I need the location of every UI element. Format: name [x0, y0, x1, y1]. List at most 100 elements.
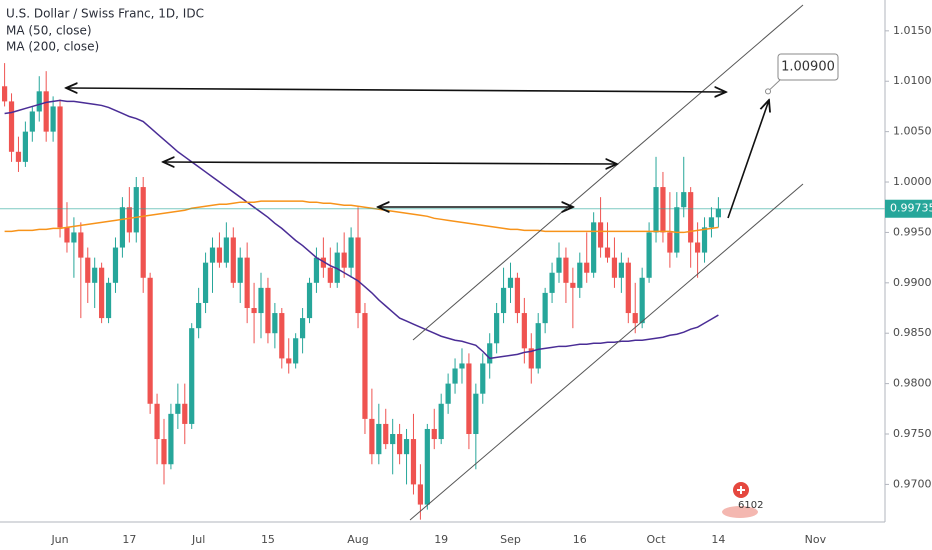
candle-body: [265, 287, 271, 334]
candle-body: [85, 257, 91, 283]
candle-body: [383, 423, 389, 445]
candle-body: [279, 313, 285, 359]
legend-entry: MA (200, close): [6, 40, 99, 54]
candle-body: [403, 439, 410, 455]
candle-body: [8, 101, 15, 152]
candle-body: [500, 287, 507, 314]
x-tick-label: Sep: [500, 533, 521, 546]
candle-body: [459, 363, 465, 369]
candle-body: [556, 257, 562, 273]
x-tick-label: 19: [434, 533, 448, 546]
candle-body: [362, 313, 368, 419]
candle-body: [78, 232, 84, 258]
channel-lower: [409, 183, 804, 521]
candle-body: [272, 313, 278, 334]
candle-body: [334, 252, 340, 283]
callout-label: 1.00900: [781, 60, 835, 75]
candle-body: [36, 91, 42, 112]
candle-body: [119, 207, 126, 248]
x-tick-label: 15: [261, 533, 275, 546]
channel: [409, 4, 804, 521]
candle-body: [597, 222, 604, 248]
candle-body: [660, 187, 666, 233]
candle-body: [674, 207, 680, 253]
candle-body: [390, 434, 396, 445]
candle-body: [189, 328, 195, 424]
candle-body: [480, 363, 486, 394]
candle-body: [99, 267, 105, 319]
candle-body: [611, 257, 618, 278]
candle-body: [251, 308, 257, 314]
candle-body: [154, 403, 160, 440]
candle-body: [487, 343, 493, 364]
y-tick-label: 1.01000: [893, 74, 932, 87]
legend-entry: MA (50, close): [6, 24, 92, 38]
x-tick-label: 14: [711, 533, 725, 546]
badge-count: 6102: [738, 500, 763, 511]
plot-area: [0, 63, 885, 520]
candle-body: [313, 257, 320, 283]
candle-body: [320, 257, 326, 268]
x-tick-label: 17: [122, 533, 136, 546]
candle-body: [715, 208, 721, 218]
badge-cross: [737, 486, 745, 494]
candle-body: [591, 222, 597, 273]
candle-body: [196, 302, 202, 329]
candle-body: [299, 318, 306, 339]
candle-body: [438, 403, 444, 440]
channel-upper: [412, 4, 804, 341]
candle-body: [22, 131, 28, 162]
candle-body: [604, 247, 611, 258]
candle-body: [701, 227, 708, 253]
candle-body: [306, 282, 313, 319]
ma-line: [4, 200, 719, 234]
candle-body: [140, 187, 146, 278]
candle-body: [293, 338, 299, 364]
candle-body: [570, 282, 576, 288]
candle-body: [43, 91, 49, 132]
candle-body: [57, 106, 63, 228]
target-callout: 1.00900: [767, 53, 839, 92]
candle-body: [452, 368, 458, 384]
target-arrow: [727, 100, 769, 219]
range-arrow: [163, 162, 617, 164]
candle-body: [161, 439, 167, 465]
candle-body: [1, 86, 8, 102]
candle-body: [126, 207, 132, 233]
candle-body: [327, 267, 333, 283]
candle-body: [639, 277, 645, 324]
x-tick-label: Jun: [50, 533, 68, 546]
candle-body: [397, 434, 403, 455]
candle-body: [445, 383, 451, 404]
candle-body: [695, 242, 701, 253]
candle-body: [494, 313, 500, 344]
candle-body: [202, 262, 209, 303]
x-tick-label: Aug: [347, 533, 368, 546]
callout-box: [777, 53, 839, 81]
candle-body: [50, 106, 56, 132]
last-price-label: 0.99735: [890, 202, 932, 215]
candle-body: [466, 363, 472, 435]
candle-body: [341, 252, 347, 268]
candle-body: [625, 262, 631, 314]
candle-body: [376, 423, 382, 455]
candle-body: [230, 237, 236, 283]
x-tick-label: Nov: [805, 533, 827, 546]
candle-body: [424, 428, 430, 505]
x-tick-label: Oct: [647, 533, 667, 546]
candle-body: [209, 247, 216, 263]
candle-body: [147, 277, 153, 404]
candle-body: [410, 439, 417, 485]
candle-body: [708, 217, 715, 228]
candle-body: [133, 187, 139, 233]
y-tick-label: 1.00500: [893, 125, 932, 138]
candle-body: [528, 348, 534, 369]
candle-body: [15, 151, 22, 162]
